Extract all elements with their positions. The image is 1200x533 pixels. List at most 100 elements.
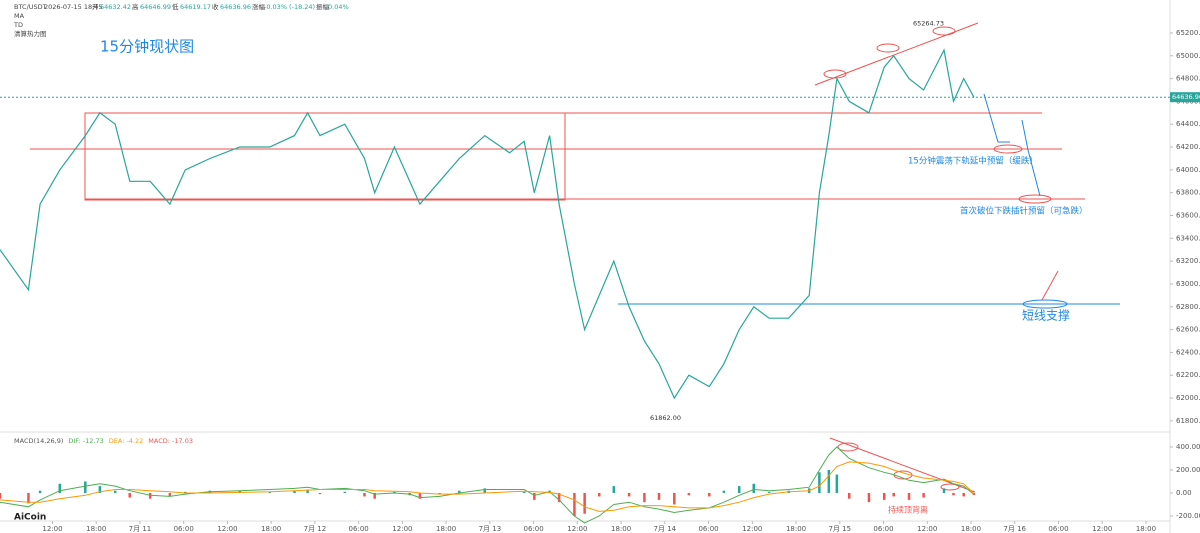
macd-bar [363,492,366,497]
y-tick-label: 64000.00 [1176,166,1200,174]
x-tick-label: 18:00 [86,525,106,533]
marker-ellipse [993,144,1023,154]
y-tick-label: 63400.00 [1176,234,1200,242]
legend-label: DEA: -4.22 [109,437,144,445]
macd-bar [483,488,487,493]
macd-bar [522,491,526,493]
y-tick-label: 65200.00 [1176,29,1200,37]
annotation: 首次破位下跌插针预留（可急跌） [960,206,1088,217]
datetime: 2026-07-15 18:45 [44,3,103,11]
amp-label: 振幅 [316,2,330,11]
indicator[interactable]: TD [13,21,23,29]
arrow [1041,270,1059,301]
low: 64619.17 [180,3,211,11]
y-tick-label: 64400.00 [1176,120,1200,128]
indicator[interactable]: 清算热力图 [14,29,47,38]
macd-bar [643,492,646,503]
arrow [983,93,1010,143]
macd-bar [128,492,132,498]
x-tick-label: 7月 16 [1003,525,1026,533]
x-tick-label: 7月 13 [479,525,502,533]
y-tick-label: 64200.00 [1176,143,1200,151]
macd-bar [627,492,631,497]
chart-title: 15分钟现状图 [100,38,194,56]
legend-label: MACD: -17.03 [148,437,193,445]
macd-bar [38,490,42,493]
indicator[interactable]: MA [14,12,25,20]
x-tick-label: 06:00 [349,525,369,533]
marker-ellipse [1022,299,1068,309]
macd-bar [597,492,601,497]
macd-bar [687,492,691,496]
macd-bar [438,492,441,495]
x-tick-label: 12:00 [742,525,762,533]
symbol: BTC/USDT [14,3,47,11]
macd-bar [612,486,616,493]
macd-bar [657,492,661,500]
x-tick-label: 18:00 [261,525,281,533]
arrow [1021,119,1041,197]
macd-bar [418,492,422,499]
macd-bar [238,490,242,493]
change: -0.03% (-18.24) [264,3,315,11]
last-price-label: 64636.96 [1172,93,1200,101]
macd-bar [557,492,561,503]
x-tick-label: 18:00 [436,525,456,533]
y-tick-label: 400.00 [1176,443,1200,451]
macd-bar [458,490,461,493]
low-label: 低 [172,2,179,11]
x-tick-label: 06:00 [174,525,194,533]
y-tick-label: 63800.00 [1176,189,1200,197]
macd-bar [867,492,871,503]
legend-label: DIF: -12.73 [68,437,103,445]
close-label: 收 [212,2,219,11]
macd-bar [952,492,955,496]
y-tick-label: 62800.00 [1176,303,1200,311]
macd-bar [113,490,117,493]
macd-line [0,446,975,524]
x-tick-label: 18:00 [786,525,806,533]
macd-bar [168,492,172,497]
macd-bar [293,490,296,493]
macd-bar [84,481,87,493]
macd-bar [98,486,102,493]
macd-bar [818,472,821,493]
change-label: 涨幅 [252,2,266,11]
close: 64636.96 [220,3,251,11]
macd-bar [752,483,756,493]
macd-bar [962,492,965,497]
marker-ellipse [876,43,900,53]
amp: 0.04% [328,3,349,11]
x-tick-label: 18:00 [961,525,981,533]
y-tick-label: 61800.00 [1176,417,1200,425]
y-tick-label: 62000.00 [1176,394,1200,402]
macd-bar [827,469,831,493]
open: 64632.42 [100,3,131,11]
macd-bar [573,492,576,516]
price-line [0,48,975,400]
x-tick-label: 06:00 [1048,525,1068,533]
macd-bar [58,483,62,493]
x-tick-label: 12:00 [917,525,937,533]
macd-bar [306,489,309,493]
y-tick-label: 200.00 [1176,466,1200,474]
x-tick-label: 12:00 [42,525,62,533]
marker-ellipse [940,483,960,491]
x-tick-label: 06:00 [698,525,718,533]
y-tick-label: -200.00 [1176,512,1200,520]
macd-bar [737,486,741,493]
annotation: 15分钟震荡下轨延中预留（缓跌） [908,156,1038,167]
macd-bar [848,492,851,499]
x-tick-label: 7月 14 [654,525,677,533]
trend-line [814,22,979,86]
high: 64646.99 [140,3,171,11]
x-tick-label: 18:00 [611,525,631,533]
macd-bar [148,492,152,499]
x-tick-label: 7月 15 [828,525,851,533]
marker-ellipse [823,69,847,79]
low-marker: 61862.00 [650,414,681,422]
x-tick-label: 7月 12 [304,525,327,533]
y-tick-label: 65000.00 [1176,52,1200,60]
